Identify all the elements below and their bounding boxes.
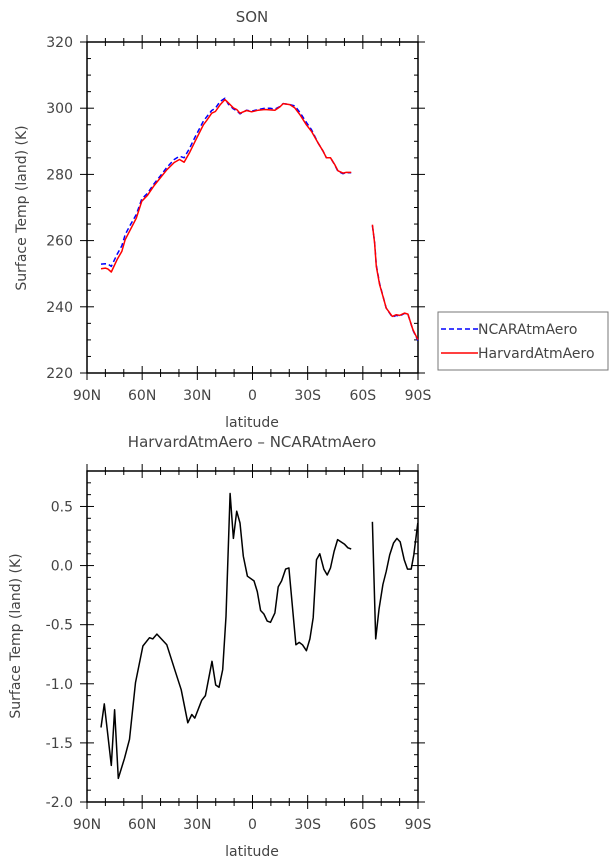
top-x-tick-label: 90N	[73, 388, 101, 404]
bottom-x-tick-label: 90N	[73, 817, 101, 833]
bottom-x-tick-label: 30S	[294, 817, 321, 833]
bottom-series-line-harvardatmaero-ncaratmaero	[371, 521, 419, 640]
top-x-tick-label: 90S	[405, 388, 432, 404]
bottom-panel: HarvardAtmAero – NCARAtmAero latitude Su…	[8, 433, 431, 860]
bottom-chart-title: HarvardAtmAero – NCARAtmAero	[128, 433, 376, 451]
top-y-tick-label: 240	[46, 300, 73, 316]
bottom-x-tick-label: 0	[248, 817, 257, 833]
bottom-x-axis-label: latitude	[225, 844, 279, 860]
bottom-y-tick-label: -2.0	[46, 795, 73, 811]
top-series-line-ncaratmaero	[100, 97, 352, 268]
top-chart-title: SON	[236, 8, 269, 26]
top-panel: SON latitude Surface Temp (land) (K) 90N…	[14, 8, 431, 431]
top-x-axis-label: latitude	[225, 415, 279, 431]
legend-box	[437, 311, 609, 371]
bottom-x-tick-label: 60S	[349, 817, 376, 833]
top-plot-frame	[86, 41, 419, 374]
bottom-x-tick-label: 60N	[128, 817, 156, 833]
legend: NCARAtmAero HarvardAtmAero	[437, 311, 609, 371]
bottom-plot-frame	[86, 470, 419, 803]
top-y-tick-label: 220	[46, 366, 73, 382]
top-y-tick-label: 300	[46, 101, 73, 117]
bottom-y-axis-label: Surface Temp (land) (K)	[8, 553, 24, 718]
top-x-tick-label: 30N	[183, 388, 211, 404]
bottom-series-line-harvardatmaero-ncaratmaero	[100, 492, 352, 780]
top-series-line-harvardatmaero	[100, 98, 352, 273]
top-y-axis-label: Surface Temp (land) (K)	[14, 125, 30, 290]
top-x-tick-label: 0	[248, 388, 257, 404]
top-x-tick-label: 30S	[294, 388, 321, 404]
bottom-y-tick-label: 0.0	[51, 559, 73, 575]
bottom-y-tick-label: 0.5	[51, 499, 73, 515]
bottom-y-tick-label: -0.5	[46, 618, 73, 634]
legend-label-harvard: HarvardAtmAero	[478, 346, 595, 362]
bottom-y-tick-label: -1.5	[46, 736, 73, 752]
bottom-y-tick-label: -1.0	[46, 677, 73, 693]
top-y-tick-label: 320	[46, 35, 73, 51]
legend-label-ncar: NCARAtmAero	[478, 322, 577, 338]
top-y-tick-label: 260	[46, 234, 73, 250]
top-series-line-harvardatmaero	[371, 224, 419, 340]
bottom-x-tick-label: 30N	[183, 817, 211, 833]
top-x-tick-label: 60N	[128, 388, 156, 404]
top-x-tick-label: 60S	[349, 388, 376, 404]
top-y-tick-label: 280	[46, 167, 73, 183]
bottom-x-tick-label: 90S	[405, 817, 432, 833]
